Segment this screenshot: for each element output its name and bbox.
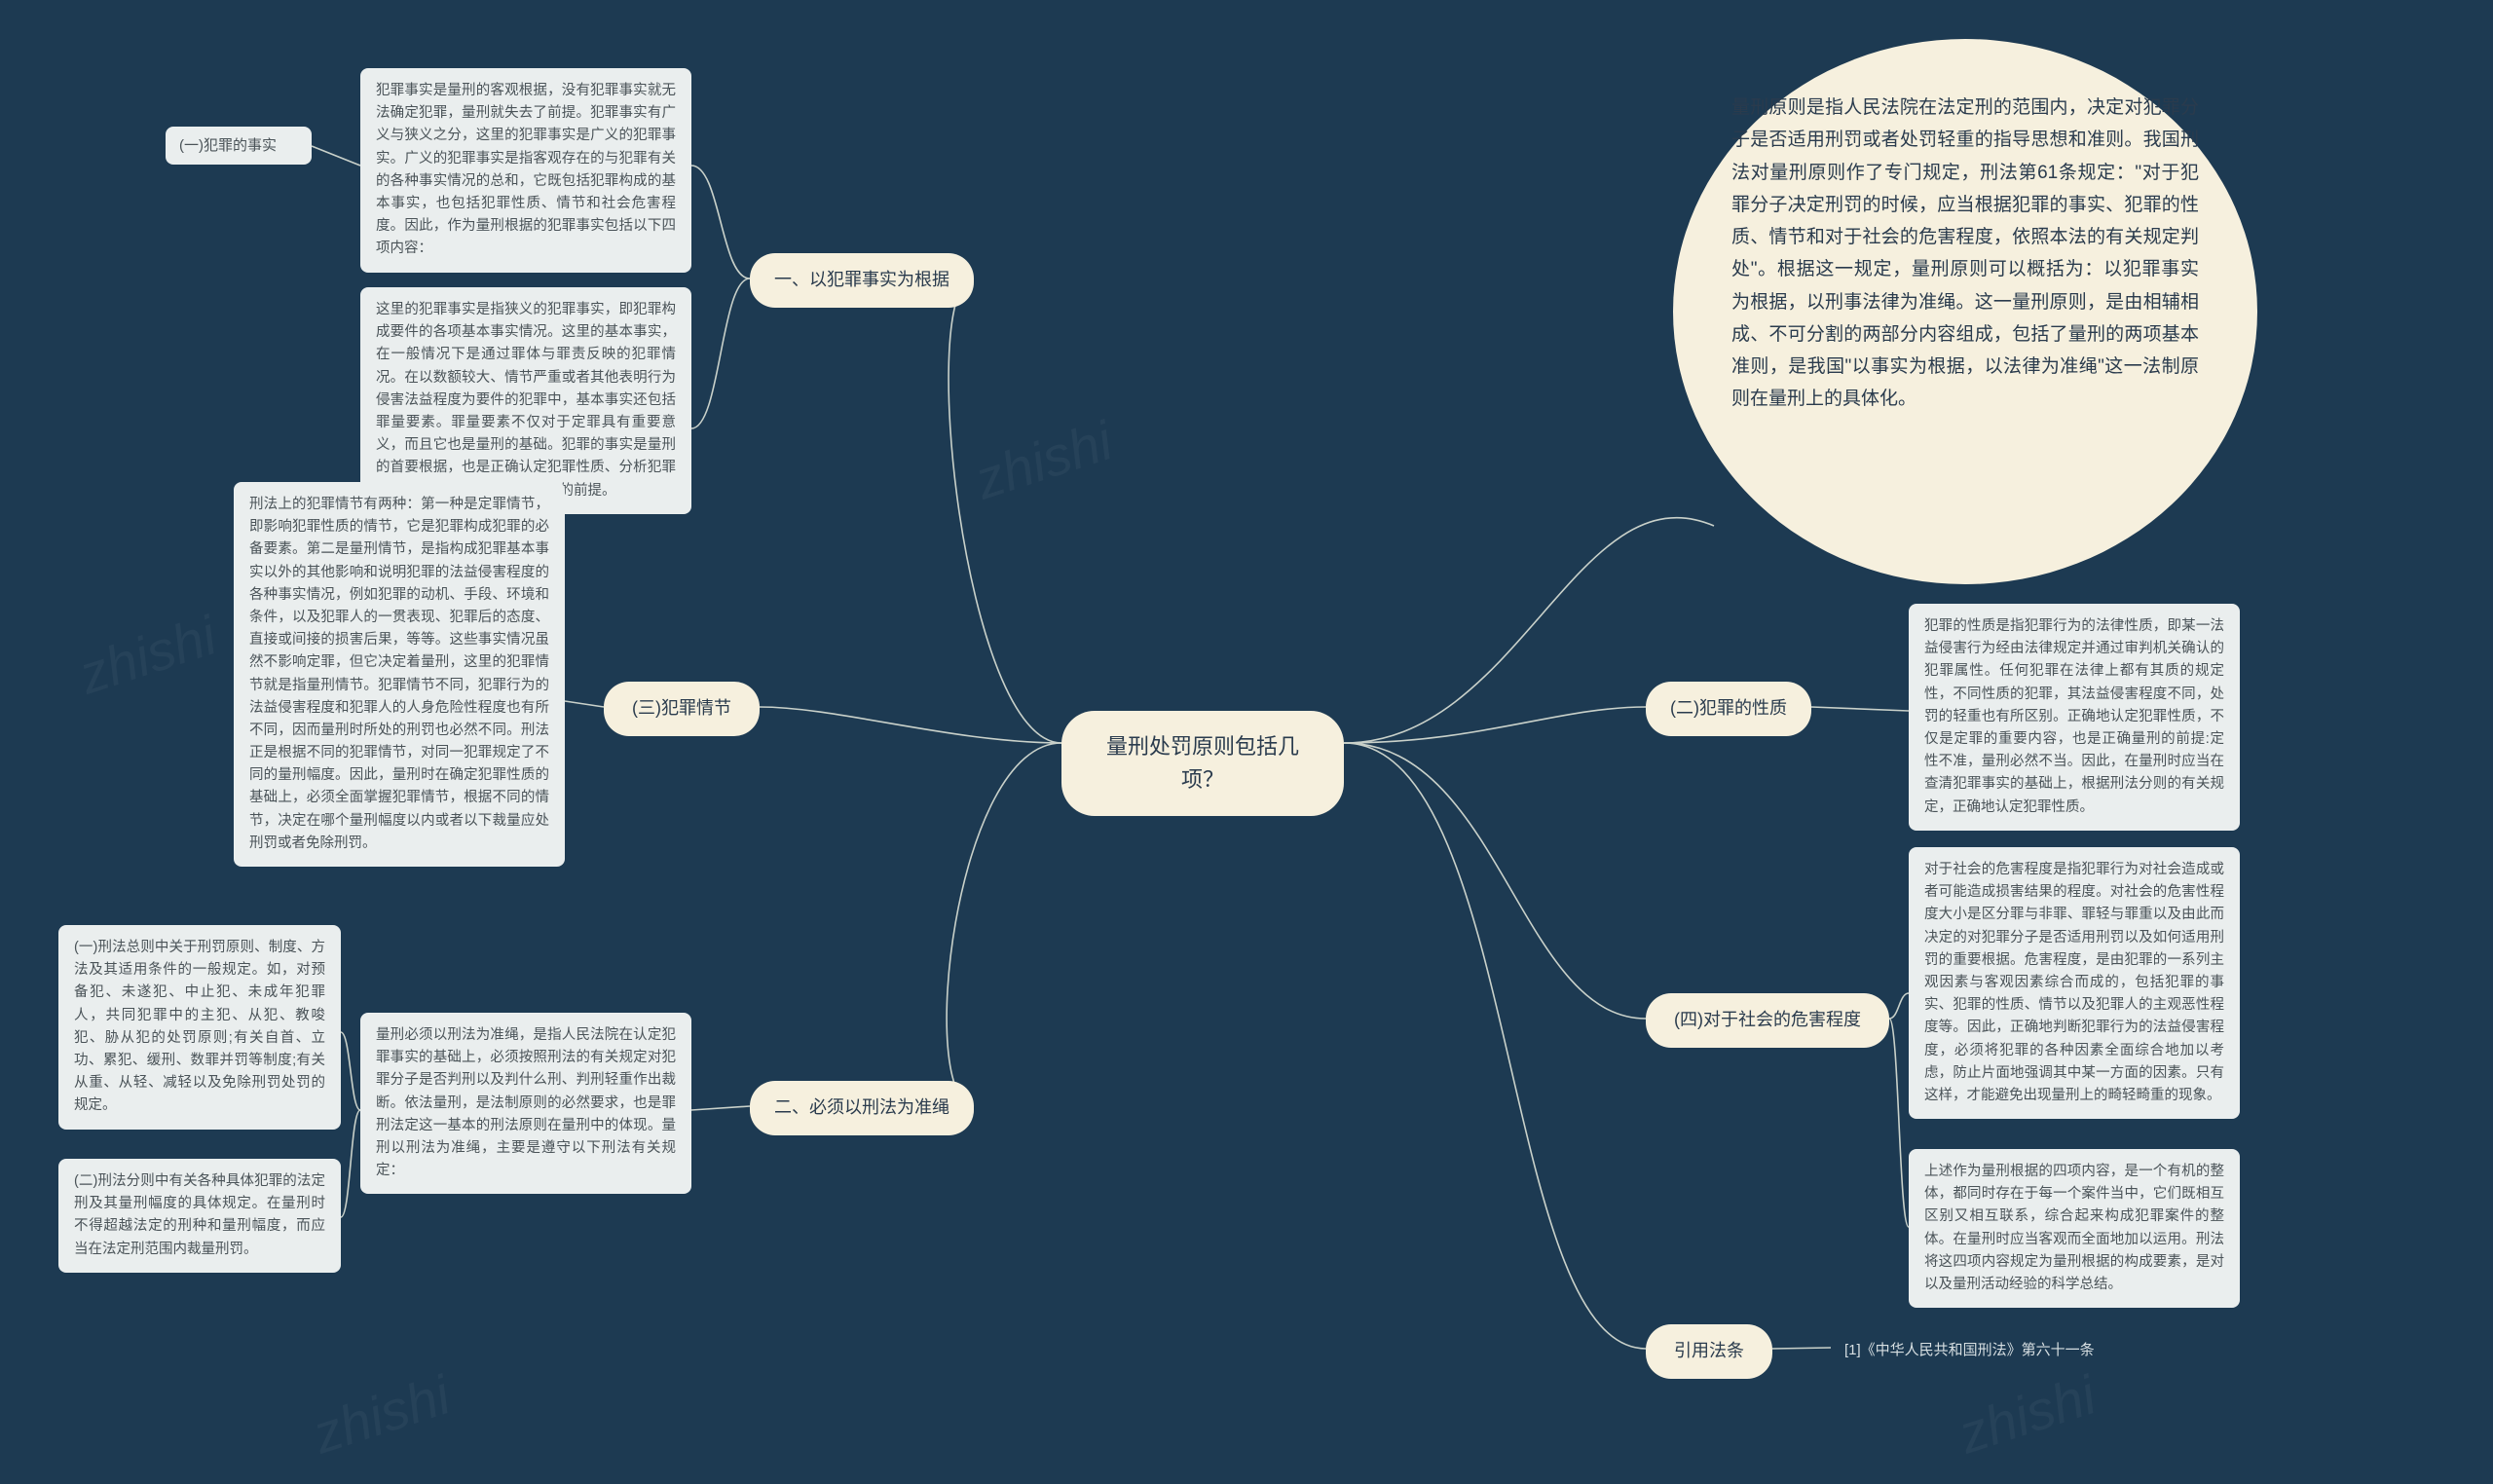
- leaf-text: 犯罪事实是量刑的客观根据，没有犯罪事实就无法确定犯罪，量刑就失去了前提。犯罪事实…: [376, 83, 676, 256]
- branch-label: (三)犯罪情节: [632, 698, 731, 718]
- leaf-fact-body-b[interactable]: 这里的犯罪事实是指狭义的犯罪事实，即犯罪构成要件的各项基本事实情况。这里的基本事…: [360, 287, 691, 514]
- leaf-nature-body[interactable]: 犯罪的性质是指犯罪行为的法律性质，即某一法益侵害行为经由法律规定并通过审判机关确…: [1909, 604, 2240, 831]
- leaf-law-body[interactable]: 量刑必须以刑法为准绳，是指人民法院在认定犯罪事实的基础上，必须按照刑法的有关规定…: [360, 1013, 691, 1194]
- leaf-text: 犯罪的性质是指犯罪行为的法律性质，即某一法益侵害行为经由法律规定并通过审判机关确…: [1924, 618, 2224, 815]
- central-topic[interactable]: 量刑处罚原则包括几项？: [1061, 711, 1344, 816]
- leaf-text: 对于社会的危害程度是指犯罪行为对社会造成或者可能造成损害结果的程度。对社会的危害…: [1924, 862, 2224, 1103]
- leaf-citation-text: [1]《中华人民共和国刑法》第六十一条: [1831, 1329, 2172, 1371]
- central-topic-text: 量刑处罚原则包括几项？: [1106, 734, 1299, 792]
- leaf-law-specific[interactable]: (二)刑法分则中有关各种具体犯罪的法定刑及其量刑幅度的具体规定。在量刑时不得超越…: [58, 1159, 341, 1273]
- branch-citation[interactable]: 引用法条: [1646, 1324, 1772, 1379]
- branch-circumstances[interactable]: (三)犯罪情节: [604, 682, 760, 736]
- leaf-harm-body-b[interactable]: 上述作为量刑根据的四项内容，是一个有机的整体，都同时存在于每一个案件当中，它们既…: [1909, 1149, 2240, 1308]
- branch-nature[interactable]: (二)犯罪的性质: [1646, 682, 1811, 736]
- leaf-text: 刑法上的犯罪情节有两种：第一种是定罪情节，即影响犯罪性质的情节，它是犯罪构成犯罪…: [249, 497, 549, 851]
- branch-label: (四)对于社会的危害程度: [1674, 1010, 1861, 1029]
- leaf-text: [1]《中华人民共和国刑法》第六十一条: [1844, 1342, 2095, 1358]
- intro-bubble-text: 量刑原则是指人民法院在法定刑的范围内，决定对犯罪分子是否适用刑罚或者处罚轻重的指…: [1731, 97, 2199, 409]
- intro-bubble[interactable]: 量刑原则是指人民法院在法定刑的范围内，决定对犯罪分子是否适用刑罚或者处罚轻重的指…: [1673, 39, 2257, 584]
- branch-2[interactable]: 二、必须以刑法为准绳: [750, 1081, 974, 1135]
- leaf-text: (二)刑法分则中有关各种具体犯罪的法定刑及其量刑幅度的具体规定。在量刑时不得超越…: [74, 1173, 325, 1257]
- leaf-text: 上述作为量刑根据的四项内容，是一个有机的整体，都同时存在于每一个案件当中，它们既…: [1924, 1164, 2224, 1292]
- leaf-harm-body-a[interactable]: 对于社会的危害程度是指犯罪行为对社会造成或者可能造成损害结果的程度。对社会的危害…: [1909, 847, 2240, 1119]
- branch-label: 二、必须以刑法为准绳: [774, 1097, 949, 1117]
- leaf-circumstances-body[interactable]: 刑法上的犯罪情节有两种：第一种是定罪情节，即影响犯罪性质的情节，它是犯罪构成犯罪…: [234, 482, 565, 867]
- leaf-text: 量刑必须以刑法为准绳，是指人民法院在认定犯罪事实的基础上，必须按照刑法的有关规定…: [376, 1027, 676, 1178]
- leaf-text: (一)刑法总则中关于刑罚原则、制度、方法及其适用条件的一般规定。如，对预备犯、未…: [74, 940, 325, 1113]
- branch-label: 一、以犯罪事实为根据: [774, 270, 949, 289]
- branch-label: (二)犯罪的性质: [1670, 698, 1787, 718]
- branch-1[interactable]: 一、以犯罪事实为根据: [750, 253, 974, 308]
- leaf-fact-label[interactable]: (一)犯罪的事实: [166, 127, 312, 165]
- leaf-law-general[interactable]: (一)刑法总则中关于刑罚原则、制度、方法及其适用条件的一般规定。如，对预备犯、未…: [58, 925, 341, 1130]
- branch-harm[interactable]: (四)对于社会的危害程度: [1646, 993, 1889, 1048]
- leaf-fact-body-a[interactable]: 犯罪事实是量刑的客观根据，没有犯罪事实就无法确定犯罪，量刑就失去了前提。犯罪事实…: [360, 68, 691, 273]
- leaf-text: (一)犯罪的事实: [179, 137, 277, 154]
- leaf-text: 这里的犯罪事实是指狭义的犯罪事实，即犯罪构成要件的各项基本事实情况。这里的基本事…: [376, 302, 676, 499]
- branch-label: 引用法条: [1674, 1341, 1744, 1360]
